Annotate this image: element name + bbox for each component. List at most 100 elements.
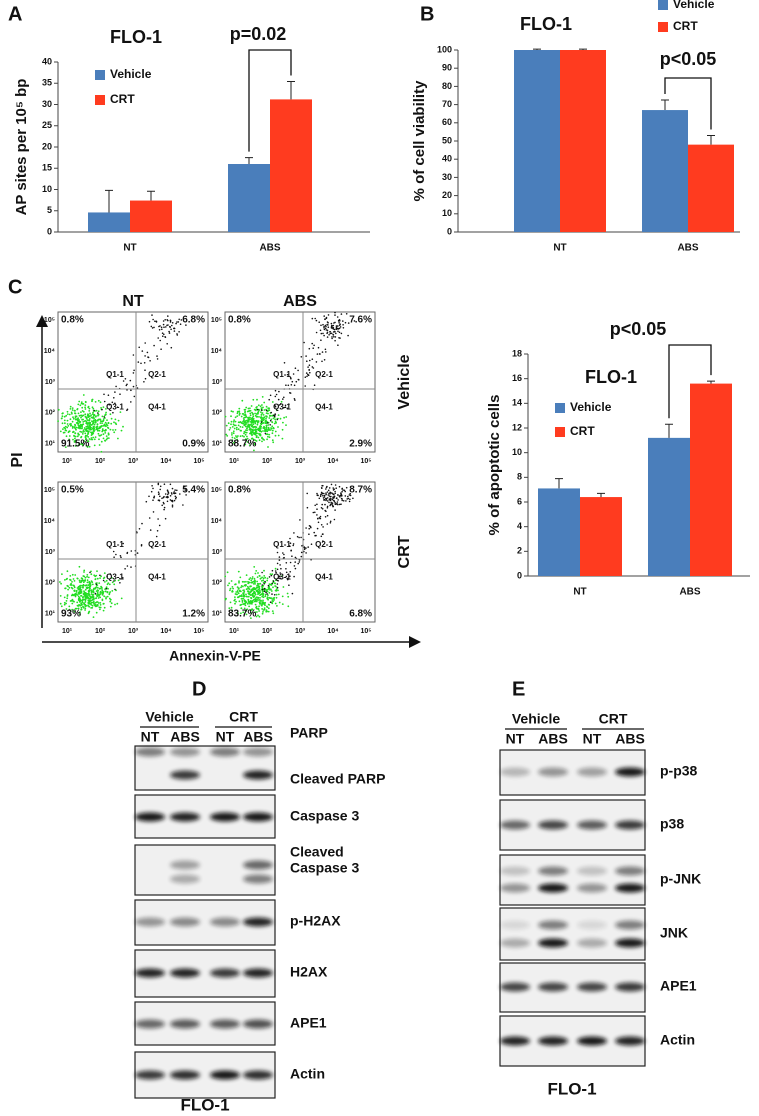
y-tick-label: 40 xyxy=(42,56,52,66)
event-dot xyxy=(267,598,269,601)
event-dot xyxy=(233,437,236,440)
event-dot xyxy=(266,605,268,608)
event-dot xyxy=(90,591,93,594)
event-dot xyxy=(240,415,243,418)
event-dot xyxy=(237,428,240,431)
event-dot xyxy=(264,593,267,596)
event-dot xyxy=(318,497,321,500)
event-dot xyxy=(157,491,160,494)
event-dot xyxy=(275,596,278,599)
event-dot xyxy=(122,425,124,428)
event-dot xyxy=(63,419,66,422)
blot-band xyxy=(243,747,273,757)
event-dot xyxy=(95,583,98,586)
event-dot xyxy=(330,332,333,335)
blot-band xyxy=(243,1070,273,1080)
blot-band xyxy=(210,1070,240,1080)
event-dot xyxy=(231,432,233,434)
event-dot xyxy=(157,499,160,502)
event-dot xyxy=(261,404,263,406)
y-tick-label: 0 xyxy=(447,226,452,236)
blot-strip xyxy=(499,907,646,961)
event-dot xyxy=(97,412,99,414)
event-dot xyxy=(91,400,93,403)
event-dot xyxy=(155,320,158,323)
event-dot xyxy=(97,589,100,592)
event-dot xyxy=(80,411,82,413)
event-dot xyxy=(247,424,249,426)
event-dot xyxy=(294,367,297,370)
event-dot xyxy=(63,431,66,434)
event-dot xyxy=(261,595,264,598)
event-dot xyxy=(140,544,143,546)
event-dot xyxy=(274,434,277,437)
event-dot xyxy=(69,408,72,410)
event-dot xyxy=(81,442,84,445)
event-dot xyxy=(329,491,332,494)
event-dot xyxy=(68,608,71,611)
event-dot xyxy=(112,429,114,431)
event-dot xyxy=(282,586,285,588)
event-dot xyxy=(170,328,172,331)
blot-band xyxy=(500,938,530,948)
event-dot xyxy=(257,410,260,413)
event-dot xyxy=(344,490,347,493)
event-dot xyxy=(268,591,271,594)
event-dot xyxy=(101,588,103,590)
event-dot xyxy=(108,403,111,406)
event-dot xyxy=(248,588,251,590)
blot-band xyxy=(577,820,607,830)
event-dot xyxy=(96,603,99,606)
event-dot xyxy=(74,432,77,434)
legend-label: CRT xyxy=(570,424,595,438)
event-dot xyxy=(167,324,169,326)
event-dot xyxy=(95,611,98,614)
axis-tick-label: 10⁵ xyxy=(211,487,222,494)
event-dot xyxy=(288,584,290,586)
event-dot xyxy=(224,415,227,418)
lane-label: ABS xyxy=(538,731,568,747)
event-dot xyxy=(330,501,333,504)
event-dot xyxy=(59,595,62,597)
event-dot xyxy=(99,434,101,437)
event-dot xyxy=(300,551,303,554)
event-dot xyxy=(79,404,82,407)
event-dot xyxy=(252,583,255,585)
blot-band xyxy=(135,1070,165,1080)
event-dot xyxy=(265,591,267,594)
blot-band xyxy=(170,968,200,978)
event-dot xyxy=(252,429,255,432)
event-dot xyxy=(267,588,270,590)
y-tick-label: 40 xyxy=(442,154,452,164)
event-dot xyxy=(344,495,347,497)
event-dot xyxy=(63,426,66,429)
event-dot xyxy=(251,421,254,424)
event-dot xyxy=(275,585,277,588)
event-dot xyxy=(252,596,255,598)
bar xyxy=(580,497,622,576)
event-dot xyxy=(284,404,287,407)
row-label: Caspase 3 xyxy=(290,860,359,876)
event-dot xyxy=(169,326,171,328)
event-dot xyxy=(116,602,119,605)
event-dot xyxy=(326,507,329,509)
event-dot xyxy=(258,575,261,577)
event-dot xyxy=(270,574,273,577)
event-dot xyxy=(85,445,88,447)
event-dot xyxy=(325,499,327,502)
event-dot xyxy=(267,610,270,613)
event-dot xyxy=(95,605,98,608)
event-dot xyxy=(306,375,308,378)
event-dot xyxy=(143,381,145,383)
event-dot xyxy=(157,518,159,520)
event-dot xyxy=(180,319,183,321)
y-tick-label: 18 xyxy=(512,348,522,358)
axis-tick-label: 10² xyxy=(45,410,56,417)
event-dot xyxy=(84,400,87,403)
event-dot xyxy=(293,398,296,400)
y-tick-label: 2 xyxy=(517,546,522,556)
event-dot xyxy=(252,599,254,602)
event-dot xyxy=(124,378,127,380)
blot-band xyxy=(210,747,240,757)
event-dot xyxy=(96,586,99,589)
